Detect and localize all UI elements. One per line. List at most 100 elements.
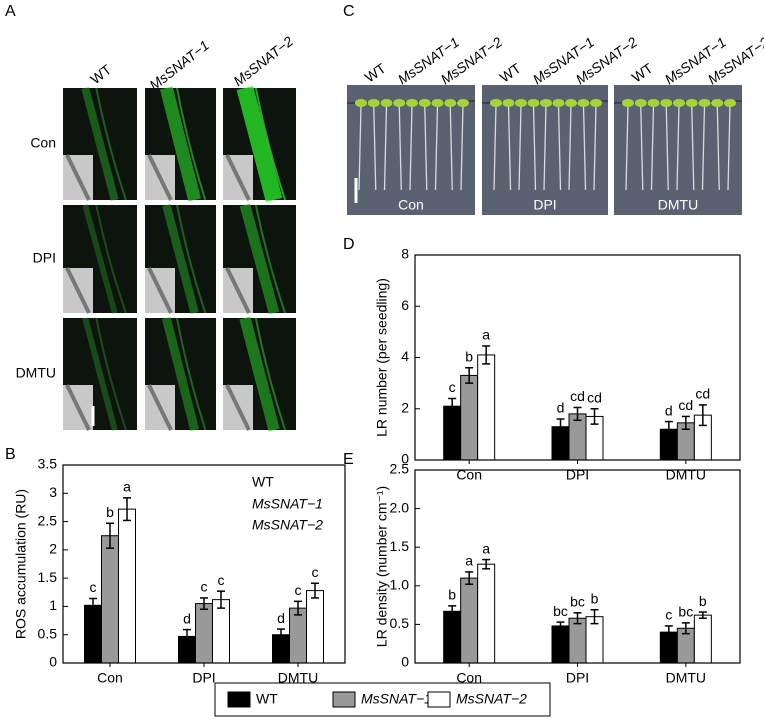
cotyledon xyxy=(673,99,685,107)
cotyledon xyxy=(515,99,527,107)
cotyledon xyxy=(380,99,393,107)
root-signal xyxy=(239,316,287,432)
panel-label: C xyxy=(343,3,355,20)
root-edge xyxy=(175,204,207,314)
y-tick-label: 1.5 xyxy=(38,569,58,585)
error-bar xyxy=(698,611,707,619)
x-tick-label: Con xyxy=(456,670,482,686)
seedling-root xyxy=(424,104,428,191)
significance-letter: c xyxy=(449,379,456,395)
seedling-root xyxy=(398,104,402,191)
bar xyxy=(289,607,307,664)
significance-letter: a xyxy=(465,553,473,569)
y-tick-label: 2.0 xyxy=(390,499,410,515)
legend-label: MsSNAT−1 xyxy=(252,496,323,512)
error-bar xyxy=(89,597,97,613)
significance-letter: a xyxy=(482,540,490,556)
significance-letter: c xyxy=(201,579,208,595)
y-tick-label: 2.5 xyxy=(390,461,410,477)
seedling-root xyxy=(434,104,439,191)
root-outline xyxy=(239,203,280,315)
seedling-root xyxy=(716,104,720,191)
cotyledon xyxy=(590,99,602,107)
x-tick-label: Con xyxy=(456,467,482,483)
root-edge xyxy=(95,317,127,431)
root-outline xyxy=(82,317,118,431)
cotyledon xyxy=(393,99,406,107)
significance-letter: bc xyxy=(570,594,585,610)
seedling-root xyxy=(691,104,695,191)
error-bar xyxy=(183,628,191,644)
plot-frame xyxy=(414,469,741,664)
significance-letter: a xyxy=(482,327,490,343)
y-tick-label: 0 xyxy=(401,654,409,670)
cotyledon xyxy=(634,99,647,107)
plot-frame xyxy=(414,254,741,461)
root-edge xyxy=(254,317,287,431)
error-bar xyxy=(123,497,131,522)
root-outline xyxy=(239,316,280,432)
x-tick-label: DMTU xyxy=(666,467,706,483)
error-bar xyxy=(681,622,690,635)
root-edge xyxy=(175,317,207,431)
error-bar xyxy=(294,600,302,616)
column-header: MsSNAT−2 xyxy=(230,33,296,89)
inset-root xyxy=(225,154,251,201)
y-tick-label: 0 xyxy=(49,654,57,670)
x-tick-label: DMTU xyxy=(666,670,706,686)
cotyledon xyxy=(431,99,444,107)
y-tick-label: 4 xyxy=(401,348,409,364)
significance-letter: cd xyxy=(678,397,693,413)
seedling-root xyxy=(358,104,362,191)
cotyledon xyxy=(724,99,736,107)
significance-letter: b xyxy=(699,593,707,609)
x-tick-label: DPI xyxy=(192,670,215,686)
root-outline xyxy=(82,204,118,314)
bar xyxy=(568,617,587,664)
inset-root xyxy=(147,384,173,431)
error-bar xyxy=(664,420,673,438)
error-bar xyxy=(277,628,285,642)
root-signal xyxy=(159,86,207,202)
seedling-root xyxy=(518,104,522,191)
row-label: Con xyxy=(30,135,56,151)
column-header: WT xyxy=(362,60,389,86)
cotyledon xyxy=(540,99,552,107)
error-bar xyxy=(573,406,582,422)
root-signal xyxy=(82,204,127,314)
error-bar xyxy=(590,608,599,625)
y-tick-label: 1.5 xyxy=(390,538,410,554)
bar xyxy=(477,354,496,461)
legend-swatch xyxy=(332,691,356,708)
cotyledon xyxy=(355,99,367,107)
legend-box xyxy=(214,682,551,717)
bar xyxy=(195,603,213,664)
significance-letter: d xyxy=(277,610,285,626)
root-outline xyxy=(236,85,283,203)
cotyledon xyxy=(647,99,660,107)
error-bar xyxy=(200,597,208,611)
root-edge xyxy=(175,87,207,201)
image-label: Con xyxy=(398,197,424,213)
seedling-root xyxy=(727,104,731,191)
cotyledon xyxy=(660,99,673,107)
root-outline xyxy=(159,86,202,202)
error-bar xyxy=(482,345,491,365)
bar xyxy=(212,599,230,664)
plot-frame xyxy=(62,464,346,664)
y-tick-label: 1 xyxy=(49,597,57,613)
column-header: WT xyxy=(629,60,656,86)
bar xyxy=(693,614,712,664)
row-label: DMTU xyxy=(16,365,56,381)
y-tick-label: 2 xyxy=(49,541,57,557)
significance-letter: cd xyxy=(587,389,602,405)
cotyledon xyxy=(367,99,380,107)
root-signal xyxy=(236,85,287,203)
bar xyxy=(118,508,136,664)
column-header: WT xyxy=(497,60,524,86)
seedling-root xyxy=(701,104,706,191)
significance-letter: d xyxy=(557,400,565,416)
error-bar xyxy=(590,408,599,425)
x-tick-label: DMTU xyxy=(278,670,318,686)
panel-label: B xyxy=(5,446,16,463)
